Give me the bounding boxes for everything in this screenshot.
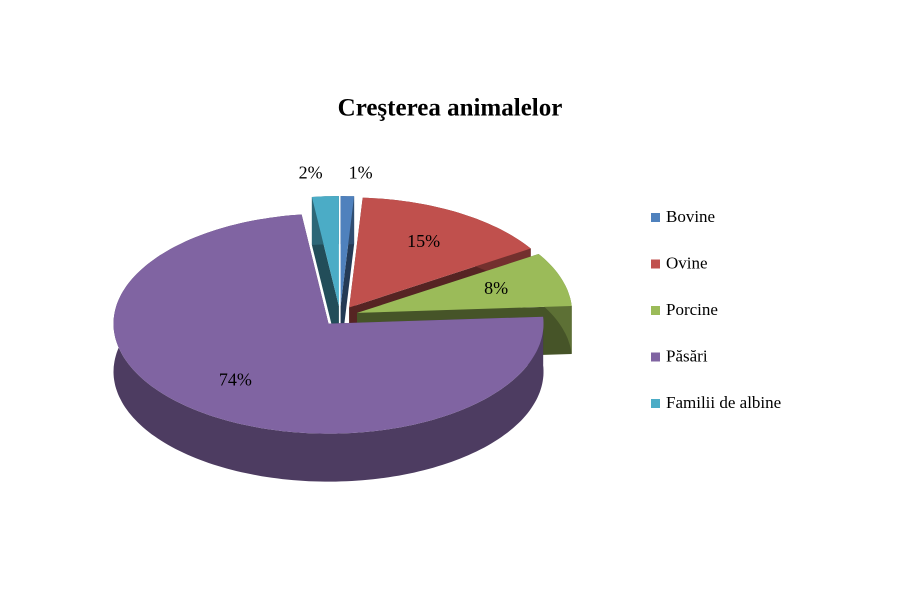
data-label: 2% bbox=[299, 163, 323, 183]
slice bbox=[113, 214, 544, 434]
data-label: 1% bbox=[349, 162, 373, 182]
legend-swatch bbox=[651, 213, 660, 222]
legend-swatch bbox=[651, 399, 660, 408]
slice bbox=[340, 196, 355, 307]
legend-swatch bbox=[651, 352, 660, 362]
legend-label: Familii de albine bbox=[666, 393, 781, 412]
data-label: 74% bbox=[219, 369, 252, 389]
slice bbox=[311, 196, 339, 307]
legend: Bovine Ovine Porcine Păsări Familii de albin… bbox=[651, 207, 781, 412]
pie-labels: 1% 15% 8% 74% 2% bbox=[219, 162, 508, 389]
legend-swatch bbox=[651, 259, 660, 269]
legend-label: Ovine bbox=[666, 253, 708, 272]
data-label: 8% bbox=[484, 278, 508, 298]
legend-label: Bovine bbox=[666, 207, 715, 226]
legend-label: Porcine bbox=[666, 300, 718, 319]
legend-label: Păsări bbox=[666, 346, 708, 365]
data-label: 15% bbox=[407, 231, 440, 251]
slice bbox=[357, 254, 572, 313]
legend-swatch bbox=[651, 306, 660, 315]
slice bbox=[349, 197, 531, 308]
chart-title: Creşterea animalelor bbox=[338, 95, 563, 122]
pie-tops bbox=[113, 196, 572, 434]
